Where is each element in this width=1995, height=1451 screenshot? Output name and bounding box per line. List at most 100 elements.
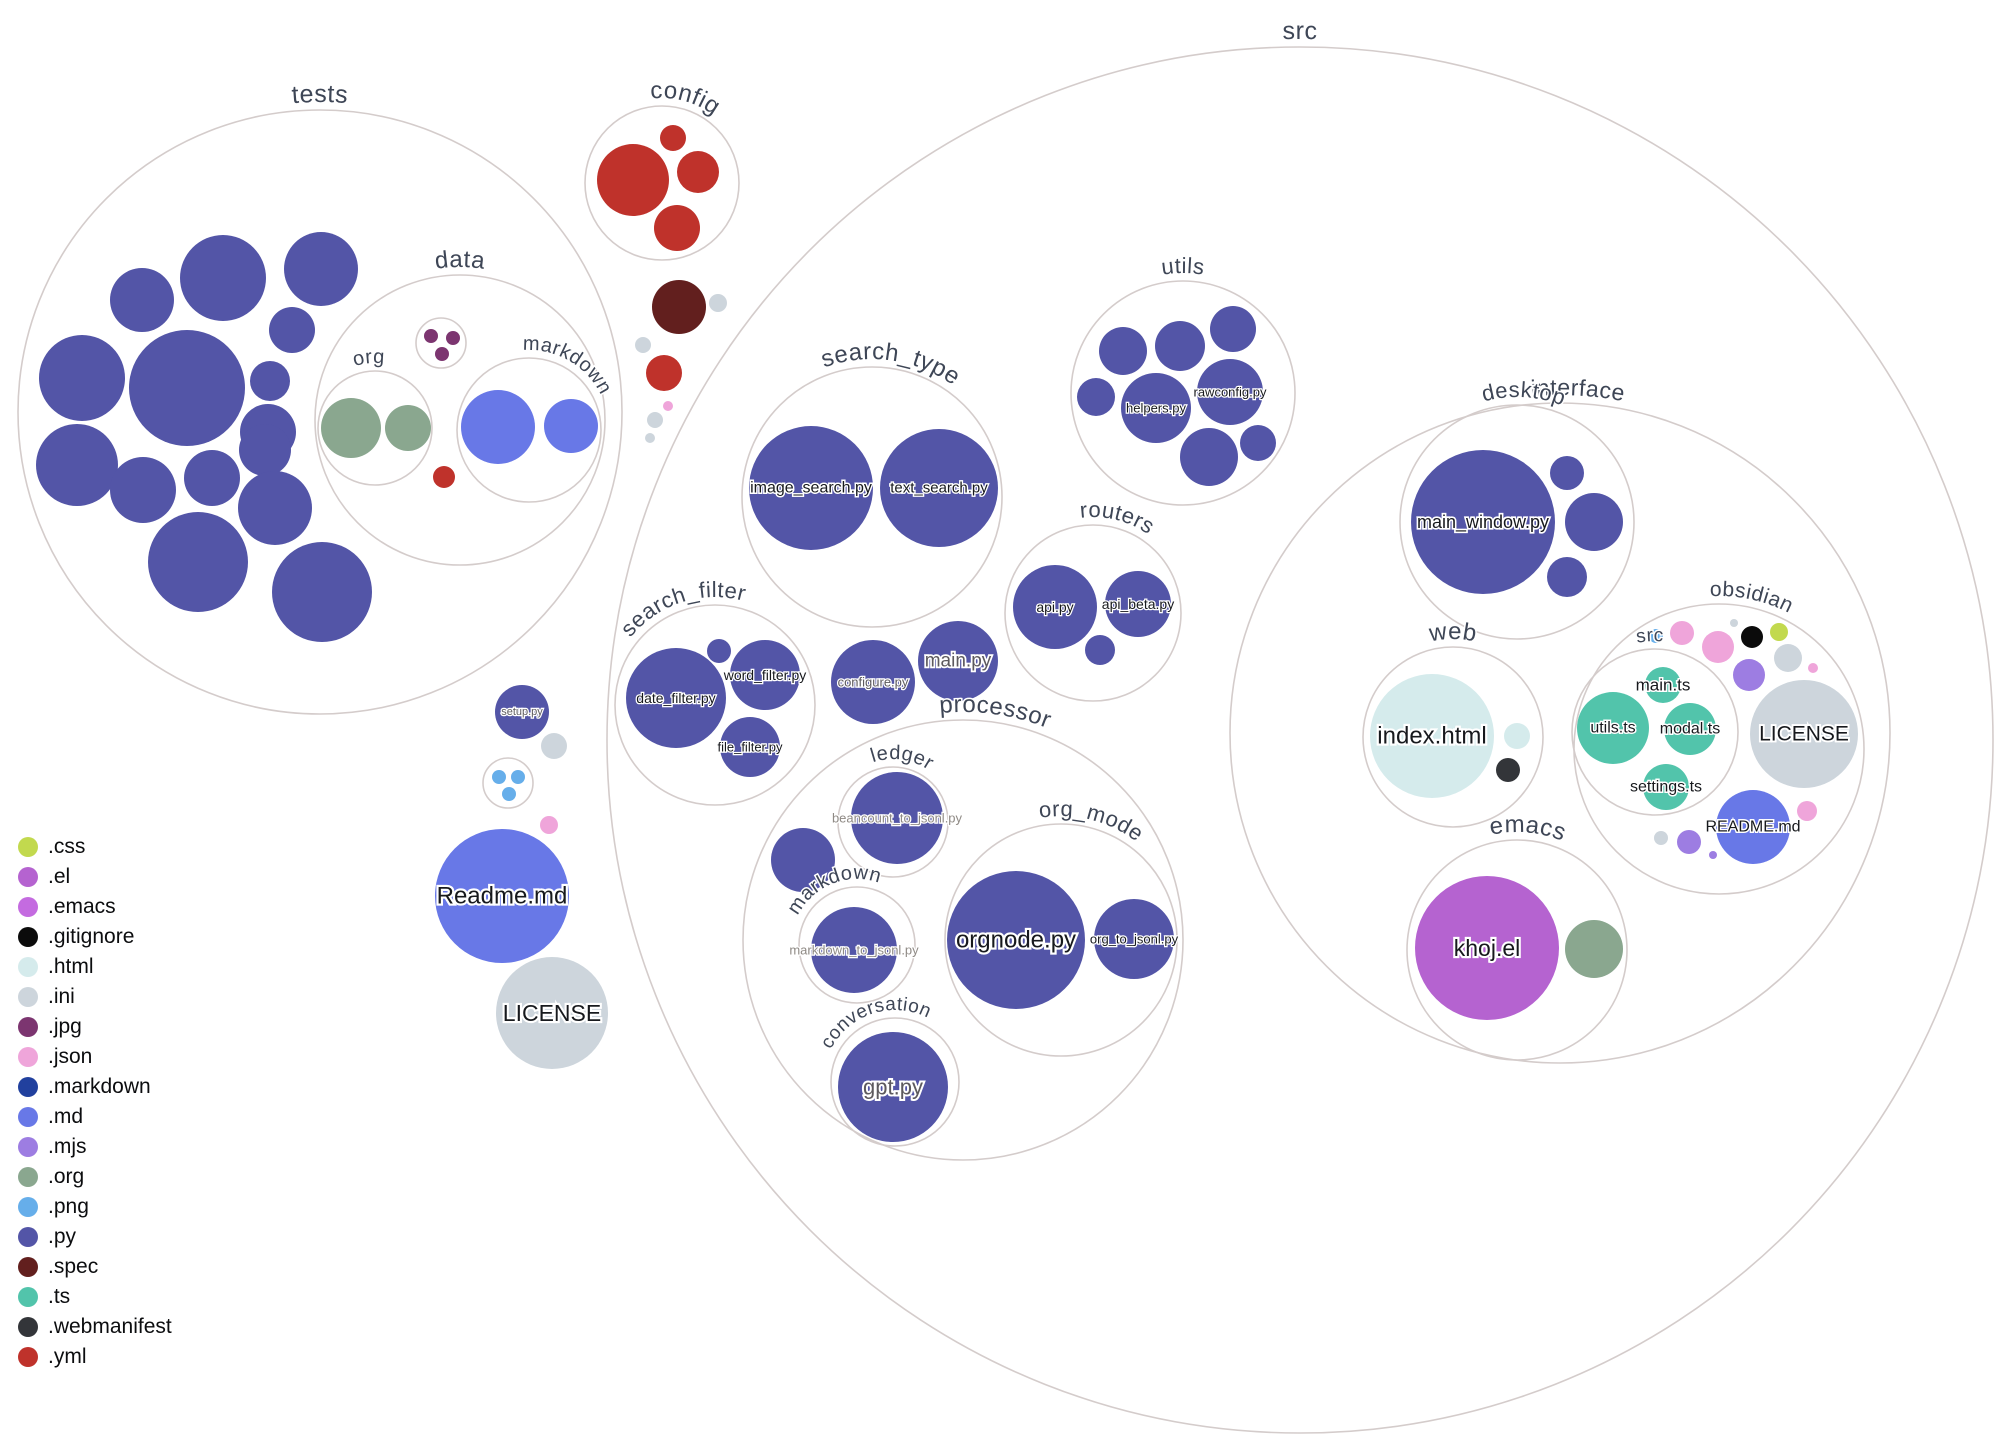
legend-label-html: .html (48, 955, 94, 978)
file-circle-py-file (707, 639, 731, 663)
legend-label-org: .org (48, 1165, 85, 1188)
legend-label-mjs: .mjs (48, 1135, 87, 1158)
file-label-khoj.el: khoj.el (1454, 935, 1520, 961)
legend-item-png: .png (18, 1192, 172, 1222)
legend-item-ts: .ts (18, 1282, 172, 1312)
file-circle-py-file (129, 330, 245, 446)
file-circle-png-file (511, 770, 525, 784)
legend-label-jpg: .jpg (48, 1015, 82, 1038)
folder-label-web: web (1427, 618, 1479, 647)
file-circle-py-file (1565, 493, 1623, 551)
file-circle-py-file (1550, 456, 1584, 490)
file-circle-py-file (1085, 635, 1115, 665)
folder-circle-processor (742, 719, 1184, 1161)
legend-item-css: .css (18, 832, 172, 862)
legend-swatch-jpg (18, 1017, 38, 1037)
file-circle-py-file (238, 471, 312, 545)
file-label-date_filter.py: date_filter.py (636, 690, 715, 706)
file-label-setup.py: setup.py (501, 706, 543, 718)
file-circle-py-file (269, 307, 315, 353)
file-circle-main_window.py (1411, 450, 1555, 594)
file-label-configure.py: configure.py (838, 675, 909, 690)
folder-circle-markdown (456, 357, 602, 503)
legend-swatch-png (18, 1197, 38, 1217)
folder-label-routers: routers (1079, 497, 1160, 539)
file-circle-md-file (544, 399, 598, 453)
file-circle-png-file (1649, 629, 1663, 643)
legend-item-markdown: .markdown (18, 1072, 172, 1102)
legend-swatch-emacs (18, 897, 38, 917)
legend-item-html: .html (18, 952, 172, 982)
file-circle-py-file (180, 235, 266, 321)
file-circle-helpers.py (1121, 373, 1191, 443)
file-circle-api.py (1013, 565, 1097, 649)
file-label-main.py: main.py (925, 651, 992, 672)
file-label-LICENSE: LICENSE (1759, 723, 1849, 746)
file-circle-yml-file (646, 355, 682, 391)
folder-label-org: org (351, 346, 386, 371)
legend-label-py: .py (48, 1225, 77, 1248)
folder-circle-conversation (830, 1017, 960, 1147)
file-circle-yml-file (597, 144, 669, 216)
file-label-gpt.py: gpt.py (863, 1075, 923, 1100)
file-circle-ini-file (541, 733, 567, 759)
file-circle-json-file (663, 401, 673, 411)
file-circle-py-file (1099, 327, 1147, 375)
folder-circle-src (606, 46, 1994, 1434)
legend-label-webmanifest: .webmanifest (48, 1315, 172, 1338)
folder-circle-search_type (741, 366, 1003, 628)
folder-circle-utils (1070, 280, 1296, 506)
file-circle-ini-file (1654, 831, 1668, 845)
file-label-word_filter.py: word_filter.py (723, 667, 806, 683)
legend-item-md: .md (18, 1102, 172, 1132)
file-circle-mjs-file (1733, 659, 1765, 691)
folder-circle-markdown (798, 886, 916, 1004)
file-circle-file_filter.py (720, 717, 780, 777)
folder-circle-web (1362, 646, 1544, 828)
folder-label-src: src (1635, 625, 1664, 648)
folder-circle-tests (17, 109, 623, 715)
file-label-helpers.py: helpers.py (1126, 401, 1186, 416)
file-label-image_search.py: image_search.py (750, 480, 872, 497)
folder-label-src: src (1282, 17, 1317, 45)
legend-item-org: .org (18, 1162, 172, 1192)
legend-swatch-ts (18, 1287, 38, 1307)
file-circle-json-file (1808, 663, 1818, 673)
file-circle-yml-file (660, 125, 686, 151)
legend-swatch-md (18, 1107, 38, 1127)
file-label-orgnode.py: orgnode.py (956, 927, 1076, 954)
file-circle-main.py (918, 621, 998, 701)
file-circle-index.html (1370, 674, 1494, 798)
file-circle-yml-file (677, 151, 719, 193)
file-circle-api_beta.py (1105, 571, 1171, 637)
folder-label-search_type: search_type (818, 338, 966, 391)
file-circle-json-file (1702, 631, 1734, 663)
file-circle-ini-file (645, 433, 655, 443)
file-circle-py-file (1180, 428, 1238, 486)
legend-label-markdown: .markdown (48, 1075, 151, 1098)
file-label-org_to_jsonl.py: org_to_jsonl.py (1090, 932, 1179, 947)
file-circle-jpg-file (435, 347, 449, 361)
file-circle-json-file (1670, 621, 1694, 645)
file-circle-image_search.py (749, 426, 873, 550)
legend-swatch-spec (18, 1257, 38, 1277)
file-circle-utils.ts (1577, 692, 1649, 764)
file-circle-rawconfig.py (1197, 359, 1263, 425)
file-label-main_window.py: main_window.py (1417, 512, 1549, 533)
file-circle-beancount_to_jsonl.py (851, 772, 943, 864)
folder-circle-config (584, 105, 740, 261)
file-circle-mjs-file (1709, 851, 1717, 859)
folder-label-org_mode: org_mode (1037, 796, 1148, 846)
file-label-main.ts: main.ts (1636, 676, 1691, 695)
legend-swatch-css (18, 837, 38, 857)
legend-label-yml: .yml (48, 1345, 87, 1368)
file-circle-ini-file (1730, 619, 1738, 627)
file-extension-legend: .css .el .emacs .gitignore .html .ini .jpg .jso… (18, 832, 172, 1372)
folder-circle-unnamed (482, 757, 534, 809)
file-circle-org-file (1565, 920, 1623, 978)
file-label-LICENSE: LICENSE (503, 1000, 601, 1026)
file-circle-yml-file (433, 466, 455, 488)
file-label-beancount_to_jsonl.py: beancount_to_jsonl.py (832, 811, 963, 826)
folder-circle-org (317, 370, 433, 486)
